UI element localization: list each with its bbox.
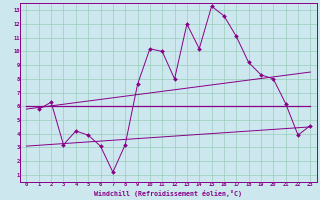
X-axis label: Windchill (Refroidissement éolien,°C): Windchill (Refroidissement éolien,°C)	[94, 190, 242, 197]
